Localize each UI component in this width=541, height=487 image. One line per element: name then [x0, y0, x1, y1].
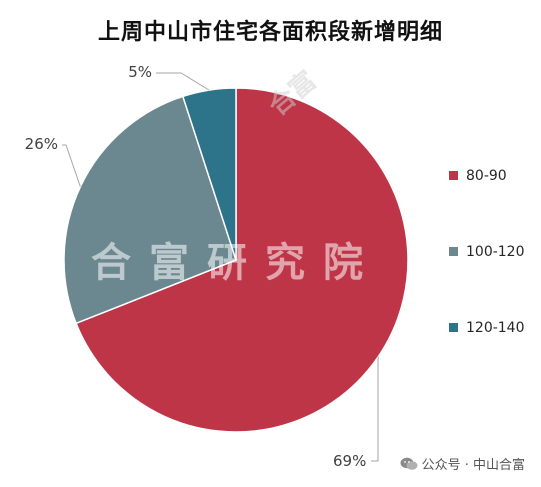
value-label-100-120: 26%	[25, 135, 58, 153]
legend-swatch-120-140	[449, 323, 458, 332]
watermark-text: 合富研究院	[91, 240, 381, 286]
leader-line-120-140	[156, 72, 210, 91]
leader-line-80-90	[371, 356, 379, 462]
pie-value-labels: 69% 26% 5%	[25, 63, 367, 470]
chart-title: 上周中山市住宅各面积段新增明细	[97, 20, 443, 45]
wechat-icon	[400, 457, 418, 470]
footer-text: 公众号 · 中山合富	[421, 458, 525, 473]
legend-swatch-100-120	[449, 247, 458, 256]
leader-line-100-120	[62, 144, 81, 187]
legend-label-100-120: 100-120	[466, 244, 525, 260]
legend-label-120-140: 120-140	[466, 320, 525, 336]
footer-credit: 公众号 · 中山合富	[400, 454, 525, 473]
legend: 80-90 100-120 120-140	[449, 168, 525, 336]
pie-slice-120-140	[181, 87, 237, 261]
pie-slice-80-90	[75, 87, 409, 433]
pie-slices	[63, 87, 409, 433]
legend-swatch-80-90	[449, 171, 458, 180]
value-label-80-90: 69%	[333, 452, 366, 470]
value-label-120-140: 5%	[128, 63, 152, 81]
legend-label-80-90: 80-90	[466, 168, 507, 184]
pie-leader-lines	[62, 72, 379, 462]
